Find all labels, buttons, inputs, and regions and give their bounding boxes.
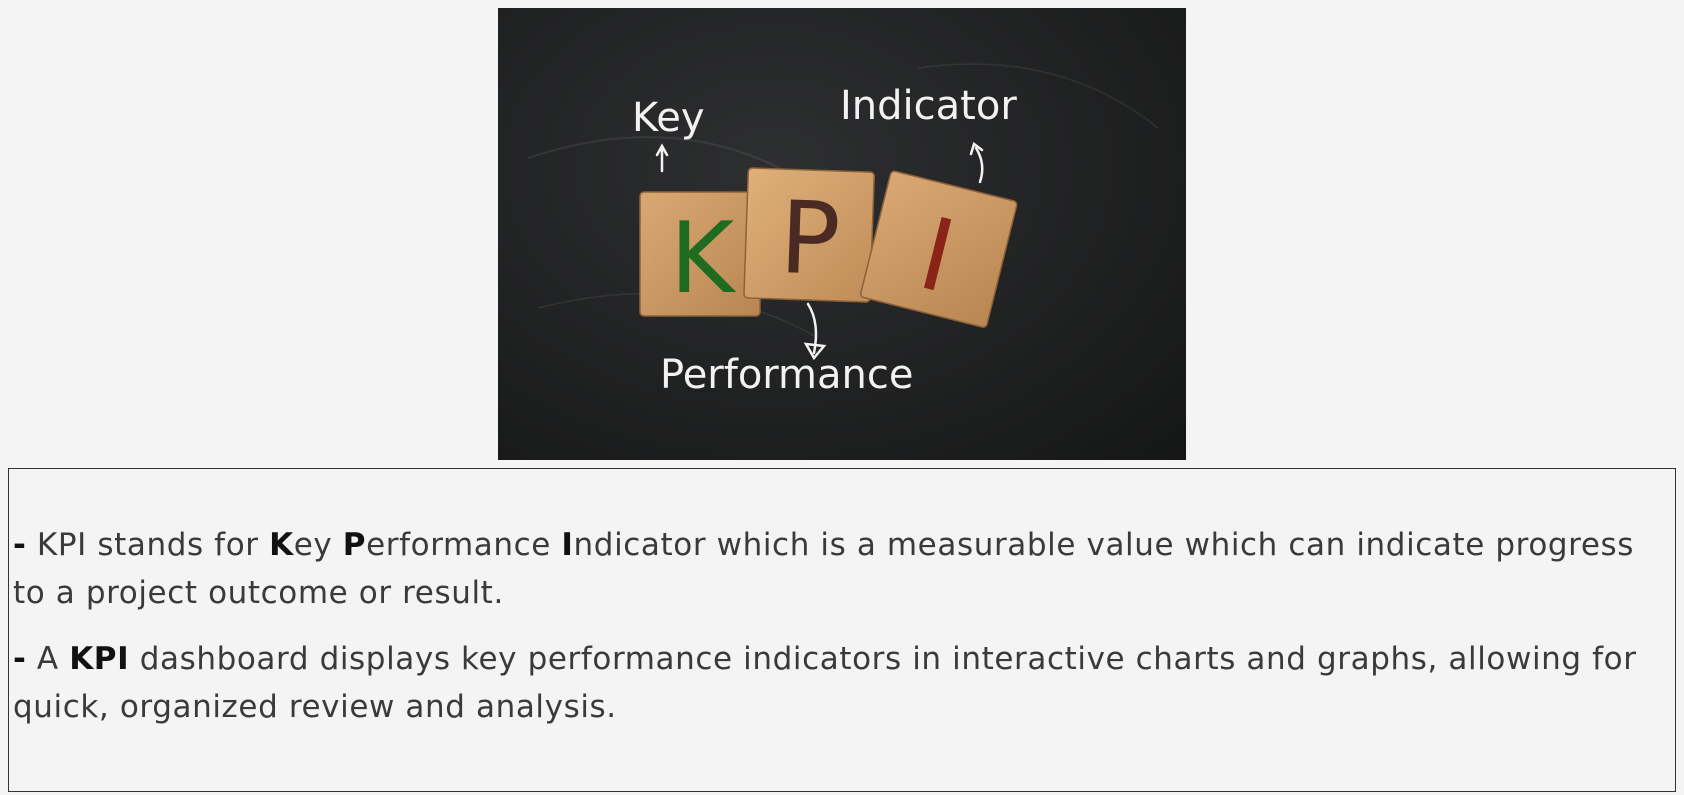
label-performance: Performance <box>660 352 913 398</box>
kpi-dashboard-paragraph: - A KPI dashboard displays key performan… <box>13 635 1663 731</box>
block-k: K <box>639 191 761 317</box>
text-segment: KPI stands for <box>26 527 270 563</box>
block-k-letter: K <box>670 202 737 316</box>
text-segment: ey <box>293 527 343 563</box>
bullet-dash: - <box>13 641 27 677</box>
label-key: Key <box>632 95 705 141</box>
bold-k: K <box>269 527 294 563</box>
kpi-definition-paragraph: - KPI stands for Key Performance Indicat… <box>13 521 1663 617</box>
text-segment: A <box>26 641 70 677</box>
label-indicator: Indicator <box>840 83 1017 129</box>
kpi-description-box: - KPI stands for Key Performance Indicat… <box>8 468 1676 792</box>
bullet-dash: - <box>13 527 27 563</box>
text-segment: dashboard displays key performance indic… <box>13 641 1637 725</box>
bold-i: I <box>561 527 574 563</box>
chalk-arrows <box>655 141 984 361</box>
kpi-image: Key Indicator Performance K P <box>498 8 1186 460</box>
kpi-blocks-illustration: Key Indicator Performance K P <box>527 63 1159 398</box>
block-p: P <box>743 167 875 303</box>
block-p-letter: P <box>778 179 842 298</box>
bold-kpi: KPI <box>69 641 130 677</box>
text-segment: erformance <box>366 527 562 563</box>
block-i: I <box>860 170 1018 328</box>
text-segment: ndicator which is a measurable value whi… <box>13 527 1635 611</box>
bold-p: P <box>342 527 367 563</box>
